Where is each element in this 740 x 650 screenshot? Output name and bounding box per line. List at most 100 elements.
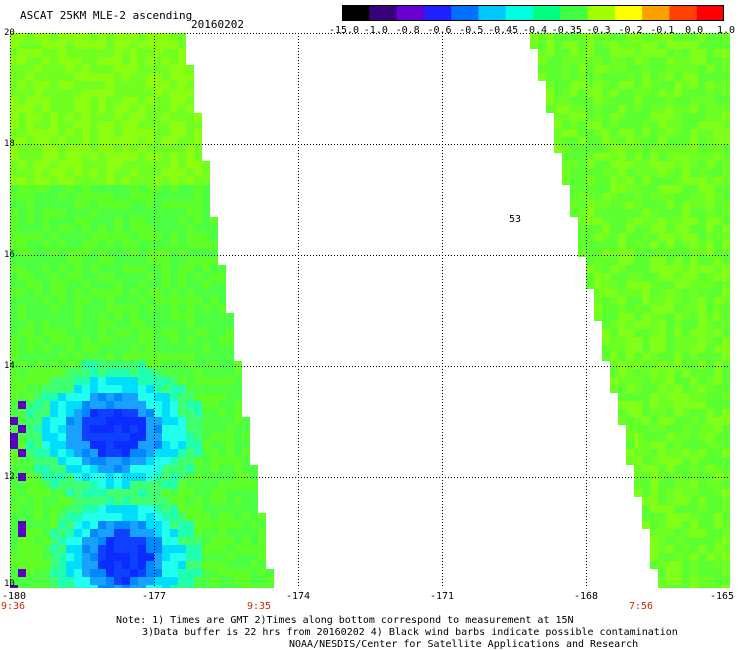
swath-cell	[586, 201, 594, 209]
swath-cell	[146, 449, 154, 457]
swath-cell	[114, 113, 122, 121]
swath-cell	[658, 465, 666, 473]
swath-cell	[34, 385, 42, 393]
swath-cell	[98, 577, 106, 585]
swath-cell	[18, 161, 26, 169]
swath-cell	[682, 337, 690, 345]
swath-cell	[74, 513, 82, 521]
swath-cell	[170, 337, 178, 345]
swath-cell	[202, 489, 210, 497]
swath-cell	[594, 233, 602, 241]
swath-cell	[666, 177, 674, 185]
swath-cell	[42, 89, 50, 97]
swath-cell	[74, 73, 82, 81]
swath-cell	[610, 305, 618, 313]
swath-cell	[34, 129, 42, 137]
swath-cell	[170, 537, 178, 545]
swath-cell	[66, 265, 74, 273]
swath-cell	[130, 553, 138, 561]
swath-cell	[178, 297, 186, 305]
swath-cell	[66, 585, 74, 588]
swath-cell	[218, 393, 226, 401]
swath-cell	[722, 481, 730, 489]
swath-cell	[58, 465, 66, 473]
swath-cell	[170, 401, 178, 409]
swath-cell	[634, 265, 642, 273]
swath-cell	[642, 81, 650, 89]
swath-cell	[146, 169, 154, 177]
swath-cell	[98, 561, 106, 569]
swath-cell	[186, 337, 194, 345]
swath-cell	[130, 145, 138, 153]
swath-cell	[154, 561, 162, 569]
swath-cell	[122, 545, 130, 553]
swath-cell	[170, 241, 178, 249]
swath-cell	[210, 537, 218, 545]
swath-cell	[698, 465, 706, 473]
swath-cell	[194, 489, 202, 497]
swath-cell	[186, 353, 194, 361]
swath-cell	[202, 177, 210, 185]
swath-cell	[610, 361, 618, 369]
swath-cell	[98, 369, 106, 377]
swath-cell	[146, 489, 154, 497]
swath-cell	[114, 201, 122, 209]
swath-cell	[186, 89, 194, 97]
swath-cell	[194, 121, 202, 129]
swath-cell	[698, 425, 706, 433]
swath-cell	[42, 369, 50, 377]
swath-cell	[602, 233, 610, 241]
swath-cell	[26, 409, 34, 417]
swath-cell	[98, 273, 106, 281]
swath-cell	[170, 369, 178, 377]
swath-cell	[674, 313, 682, 321]
swath-cell	[74, 497, 82, 505]
swath-cell	[626, 449, 634, 457]
swath-cell	[98, 521, 106, 529]
swath-cell	[130, 193, 138, 201]
swath-cell	[66, 169, 74, 177]
swath-cell	[210, 433, 218, 441]
swath-cell	[26, 113, 34, 121]
swath-cell	[682, 481, 690, 489]
swath-cell	[130, 529, 138, 537]
map-canvas[interactable]: 53	[10, 33, 730, 588]
swath-cell	[618, 313, 626, 321]
swath-cell	[178, 249, 186, 257]
swath-cell	[610, 377, 618, 385]
swath-cell	[114, 385, 122, 393]
swath-cell	[42, 449, 50, 457]
swath-cell	[98, 385, 106, 393]
swath-cell	[58, 193, 66, 201]
swath-cell	[98, 553, 106, 561]
swath-cell	[618, 289, 626, 297]
swath-cell	[554, 73, 562, 81]
swath-cell	[26, 225, 34, 233]
swath-cell	[242, 489, 250, 497]
swath-cell	[610, 201, 618, 209]
swath-cell	[546, 97, 554, 105]
swath-cell	[18, 289, 26, 297]
swath-cell	[50, 473, 58, 481]
swath-cell	[114, 489, 122, 497]
swath-cell	[162, 241, 170, 249]
swath-cell	[18, 505, 26, 513]
swath-cell	[10, 553, 18, 561]
swath-cell	[98, 545, 106, 553]
swath-cell	[202, 433, 210, 441]
swath-cell	[690, 161, 698, 169]
swath-cell	[130, 289, 138, 297]
swath-cell	[610, 337, 618, 345]
swath-cell	[122, 585, 130, 588]
swath-cell	[202, 449, 210, 457]
swath-cell	[90, 297, 98, 305]
swath-cell	[666, 345, 674, 353]
swath-cell	[90, 513, 98, 521]
swath-cell	[690, 137, 698, 145]
swath-cell	[106, 73, 114, 81]
swath-cell	[210, 257, 218, 265]
swath-cell	[154, 585, 162, 588]
swath-cell	[98, 401, 106, 409]
swath-cell	[226, 505, 234, 513]
swath-cell	[594, 209, 602, 217]
